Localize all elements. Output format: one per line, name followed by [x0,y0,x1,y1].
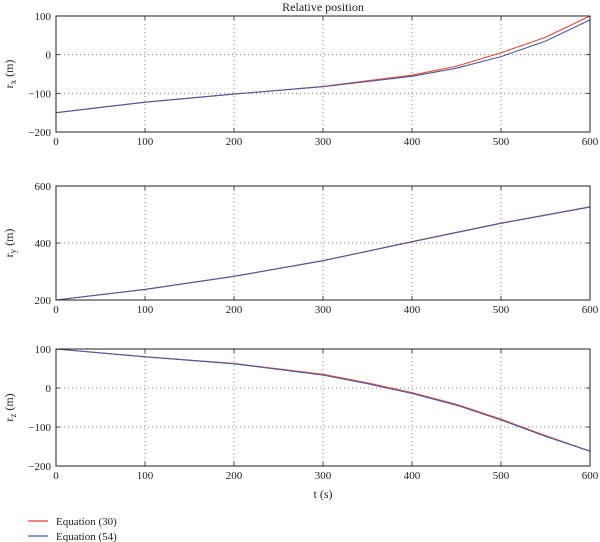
x-tick-label: 100 [137,470,154,482]
x-tick-label: 300 [315,136,332,148]
chart-title: Relative position [282,0,364,14]
series-line-equation-54 [55,206,591,301]
legend-label-equation-30: Equation (30) [56,516,117,528]
plot-frame [55,15,591,133]
series-line-equation-54 [55,348,591,452]
x-tick-label: 600 [582,470,599,482]
series-line-equation-54 [55,19,591,114]
x-tick-label: 400 [404,304,421,316]
x-tick-label: 200 [226,304,243,316]
x-tick-label: 600 [582,136,599,148]
x-tick-label: 300 [315,470,332,482]
y-axis-label: ry (m) [2,229,18,258]
y-tick-label: 0 [46,50,52,62]
y-tick-label: −100 [28,88,51,100]
x-tick-label: 500 [493,470,510,482]
x-tick-label: 100 [137,304,154,316]
y-tick-label: 100 [35,11,52,23]
x-tick-label: 500 [493,136,510,148]
y-tick-label: 600 [35,181,52,193]
x-tick-label: 0 [53,136,59,148]
x-tick-label: 600 [582,304,599,316]
y-tick-label: −100 [28,422,51,434]
y-tick-label: 100 [35,344,52,356]
x-tick-label: 200 [226,470,243,482]
y-tick-label: −200 [28,461,51,473]
y-axis-label: rx (m) [2,60,18,89]
y-tick-label: 200 [35,295,52,307]
y-tick-label: 0 [46,383,52,395]
x-tick-label: 500 [493,304,510,316]
x-tick-label: 200 [226,136,243,148]
legend-label-equation-54: Equation (54) [56,531,117,542]
panel-3: 0 100 200 300 400 500 600 −200 −100 0 100 rz (m) t (… [2,344,599,501]
x-tick-label: 0 [53,304,59,316]
y-tick-label: 400 [35,238,52,250]
x-tick-label: 400 [404,470,421,482]
x-tick-label: 100 [137,136,154,148]
panel-2: 0 100 200 300 400 500 600 200 400 600 ry (m) [2,181,599,316]
x-axis-label: t (s) [314,487,333,501]
y-axis-label: rz (m) [2,393,18,421]
panels: 0 100 200 300 400 500 600 −200 −100 0 100 Relative … [2,0,599,501]
series-line-equation-30 [55,348,591,452]
panel-1: 0 100 200 300 400 500 600 −200 −100 0 100 Relative … [2,0,599,148]
x-tick-label: 400 [404,136,421,148]
legend: Equation (30) Equation (54) [28,516,117,542]
x-tick-label: 0 [53,470,59,482]
y-tick-label: −200 [28,127,51,139]
plot-frame [55,348,591,467]
x-tick-label: 300 [315,304,332,316]
